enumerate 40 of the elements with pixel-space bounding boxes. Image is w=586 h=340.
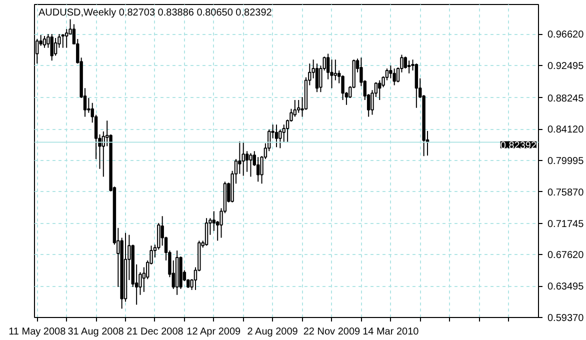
y-tick-label: 0.92495 bbox=[548, 60, 584, 72]
candlestick bbox=[407, 60, 411, 74]
candlestick bbox=[341, 74, 344, 101]
candlestick bbox=[61, 34, 65, 48]
y-tick-label: 0.79995 bbox=[548, 156, 584, 168]
candlestick bbox=[392, 68, 396, 86]
y-tick-label: 0.63495 bbox=[548, 282, 584, 293]
x-tick-label: 31 Aug 2008 bbox=[68, 326, 124, 338]
y-tick-label: 0.88245 bbox=[548, 93, 584, 104]
y-tick-label: 0.59370 bbox=[548, 313, 584, 324]
x-tick-label: 2 Aug 2009 bbox=[247, 326, 298, 338]
x-tick-label: 12 Apr 2009 bbox=[186, 326, 242, 338]
candlestick bbox=[50, 34, 54, 62]
candlestick bbox=[414, 63, 418, 108]
x-tick-label: 22 Nov 2009 bbox=[303, 326, 361, 338]
candlestick bbox=[378, 80, 382, 101]
candlestick bbox=[242, 142, 245, 176]
candlestick bbox=[249, 152, 252, 178]
candlestick bbox=[334, 59, 338, 81]
candlestick bbox=[64, 28, 68, 48]
y-tick-label: 0.67620 bbox=[548, 250, 584, 262]
y-tick-label: 0.96620 bbox=[548, 30, 584, 41]
candlestick bbox=[87, 98, 90, 114]
candlestick bbox=[296, 100, 300, 114]
chart-title: AUDUSD,Weekly 0.82703 0.83886 0.80650 0.82392 bbox=[38, 8, 272, 18]
candlestick bbox=[54, 37, 58, 56]
candlestick bbox=[274, 124, 278, 148]
ref-line-label: 0.82392 bbox=[500, 140, 537, 152]
candlestick bbox=[245, 150, 249, 172]
x-tick-label: 11 May 2008 bbox=[8, 326, 66, 338]
x-tick-label: 21 Dec 2008 bbox=[126, 326, 184, 338]
candlestick bbox=[238, 140, 242, 174]
y-tick-label: 0.75870 bbox=[548, 187, 584, 198]
y-tick-label: 0.84120 bbox=[548, 124, 584, 136]
candlestick bbox=[204, 218, 208, 246]
candlestick bbox=[42, 36, 46, 48]
candlestick bbox=[293, 100, 297, 118]
y-tick-label: 0.71745 bbox=[548, 218, 584, 230]
candlestick bbox=[315, 63, 319, 93]
x-tick-label: 14 Mar 2010 bbox=[362, 326, 420, 338]
